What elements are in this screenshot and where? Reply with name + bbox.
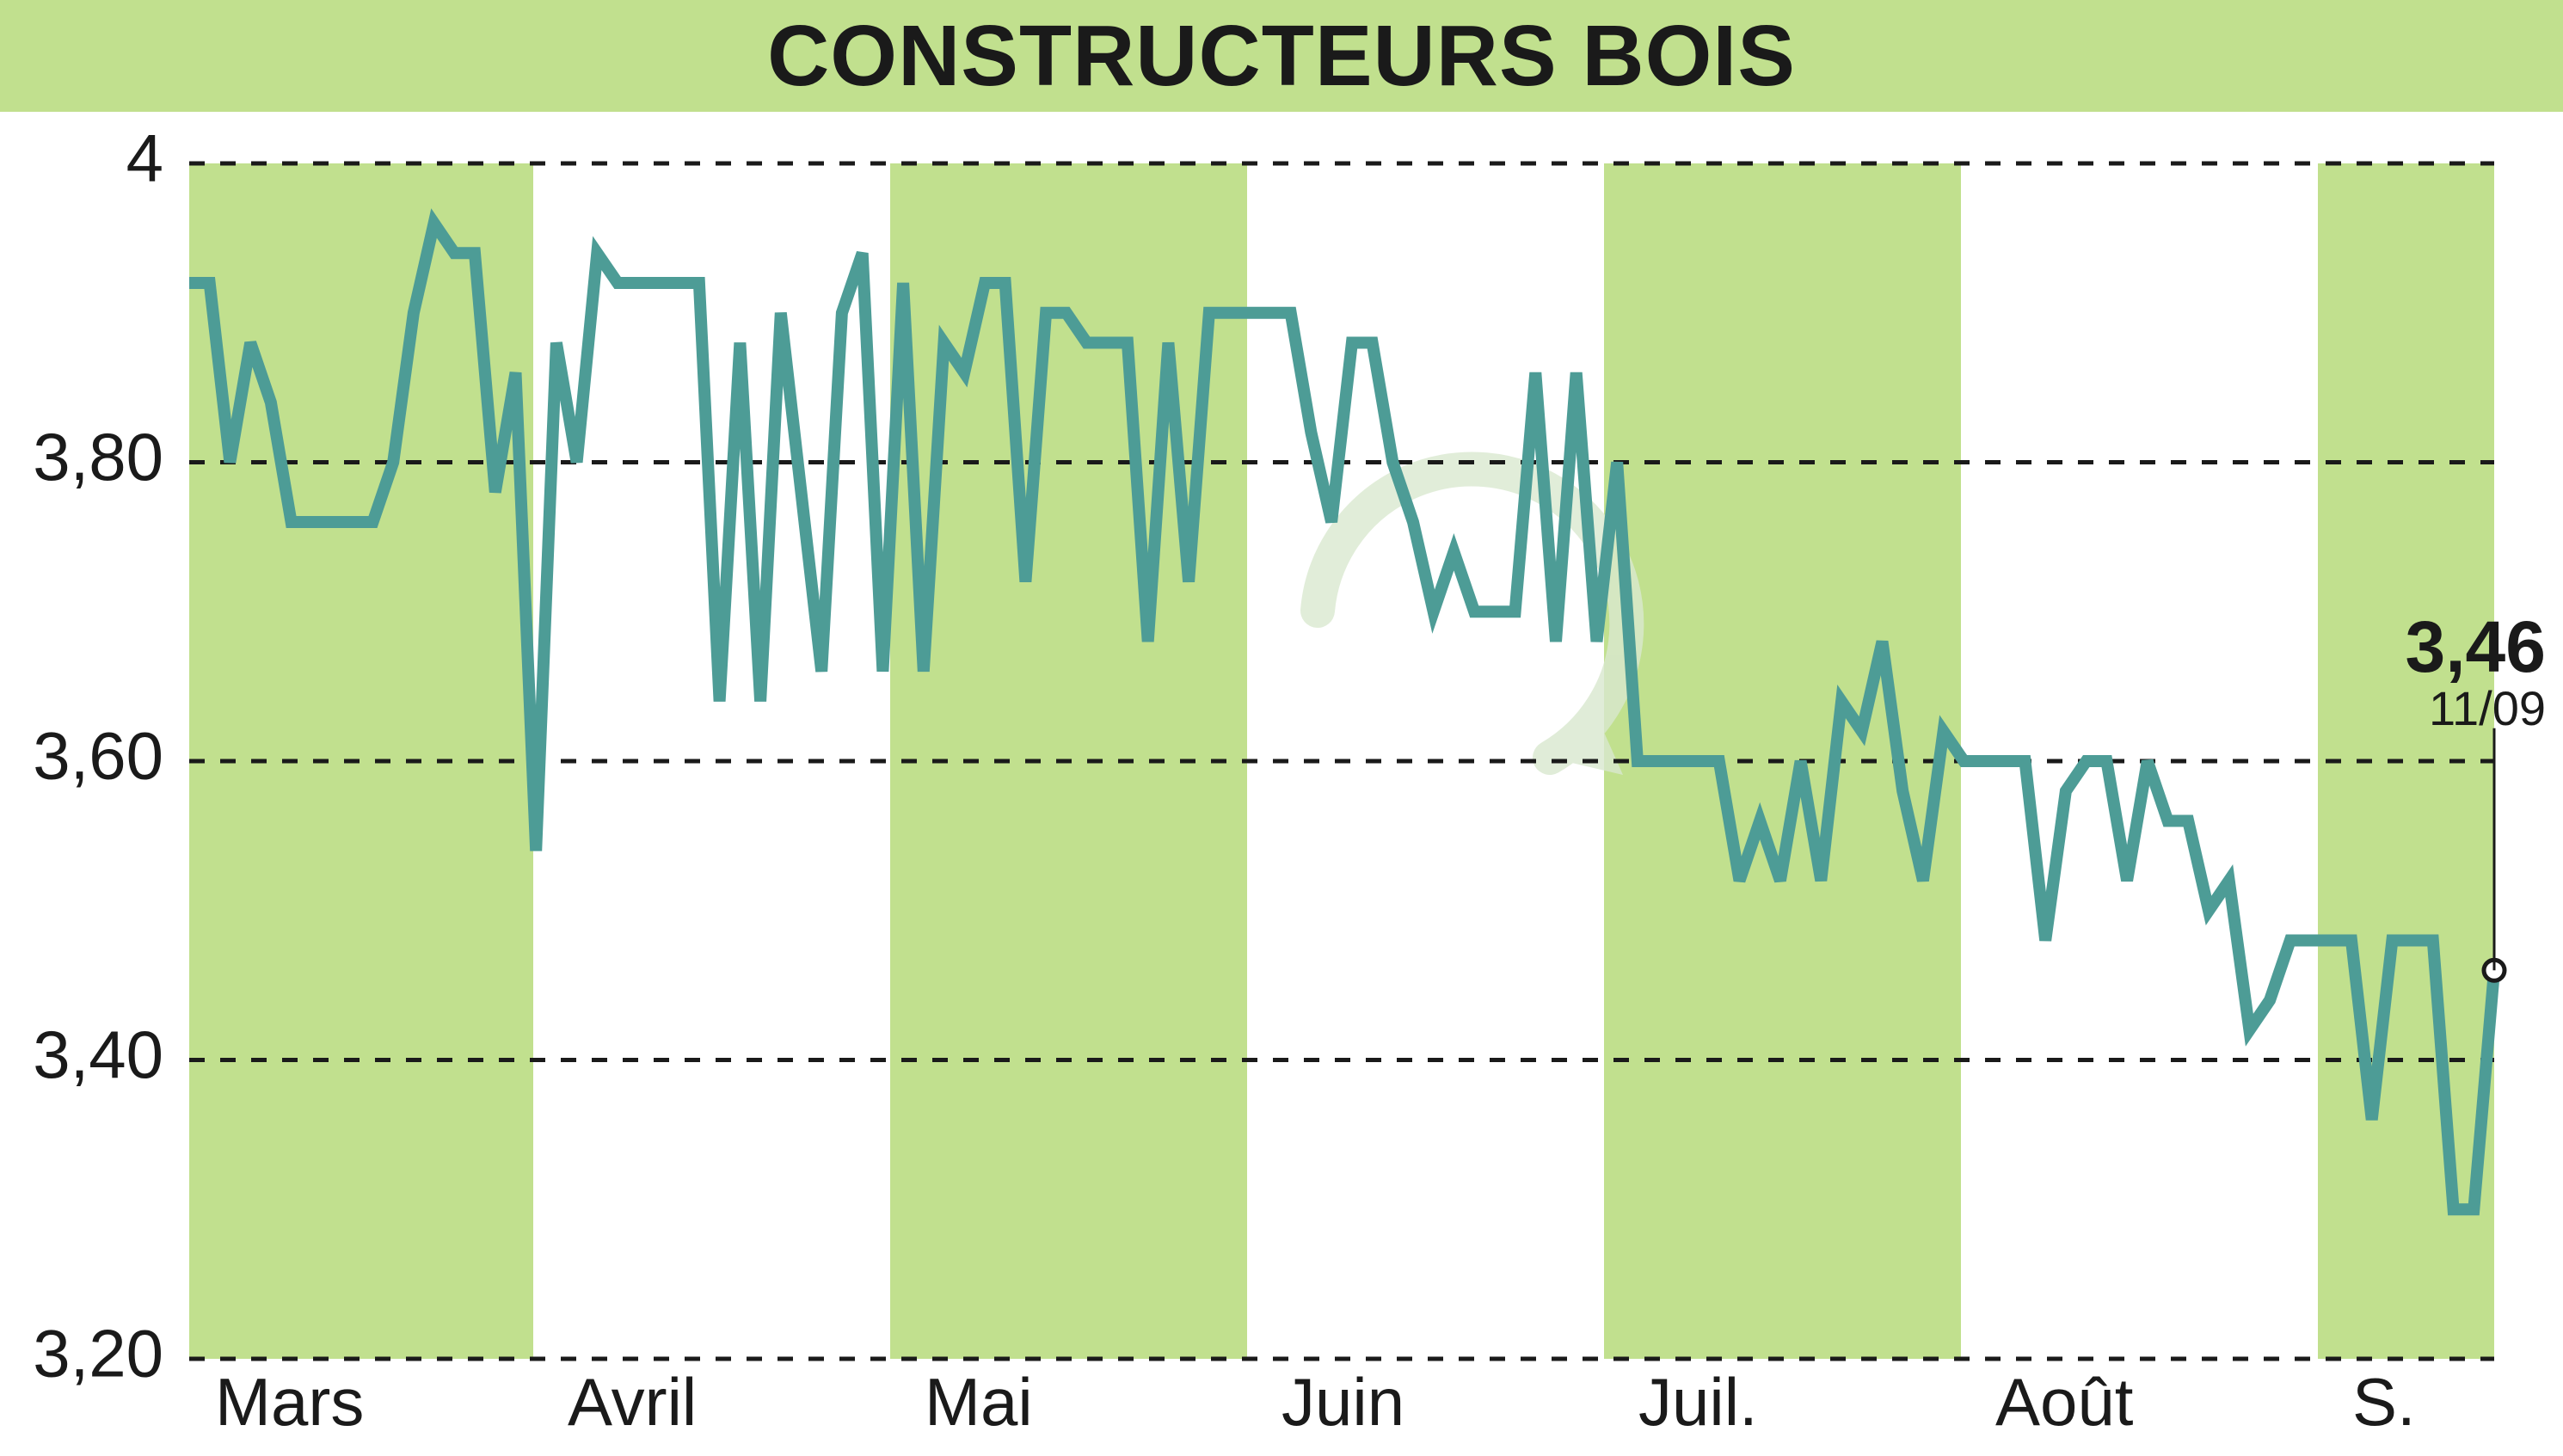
y-tick-label: 3,60 xyxy=(33,718,163,794)
x-tick-label: Mai xyxy=(925,1364,1033,1440)
last-value-label: 3,46 xyxy=(2406,606,2547,687)
line-chart: 4 3,80 3,60 3,40 3,20 Mars Avril Mai Juin Juil. Ao… xyxy=(0,112,2563,1456)
y-tick-label: 3,80 xyxy=(33,419,163,495)
x-tick-label: Juil. xyxy=(1638,1364,1758,1440)
month-band xyxy=(2318,163,2494,1359)
x-tick-label: Avril xyxy=(568,1364,697,1440)
chart-title: CONSTRUCTEURS BOIS xyxy=(767,8,1796,104)
y-tick-label: 4 xyxy=(126,120,163,196)
y-tick-label: 3,40 xyxy=(33,1017,163,1092)
x-tick-label: Août xyxy=(1995,1364,2134,1440)
x-tick-label: Mars xyxy=(215,1364,364,1440)
x-tick-label: S. xyxy=(2352,1364,2416,1440)
chart-title-bar: CONSTRUCTEURS BOIS xyxy=(0,0,2563,112)
last-date-label: 11/09 xyxy=(2429,681,2546,735)
y-tick-label: 3,20 xyxy=(33,1316,163,1391)
x-tick-label: Juin xyxy=(1282,1364,1404,1440)
chart-svg: 4 3,80 3,60 3,40 3,20 Mars Avril Mai Juin Juil. Ao… xyxy=(0,112,2563,1456)
